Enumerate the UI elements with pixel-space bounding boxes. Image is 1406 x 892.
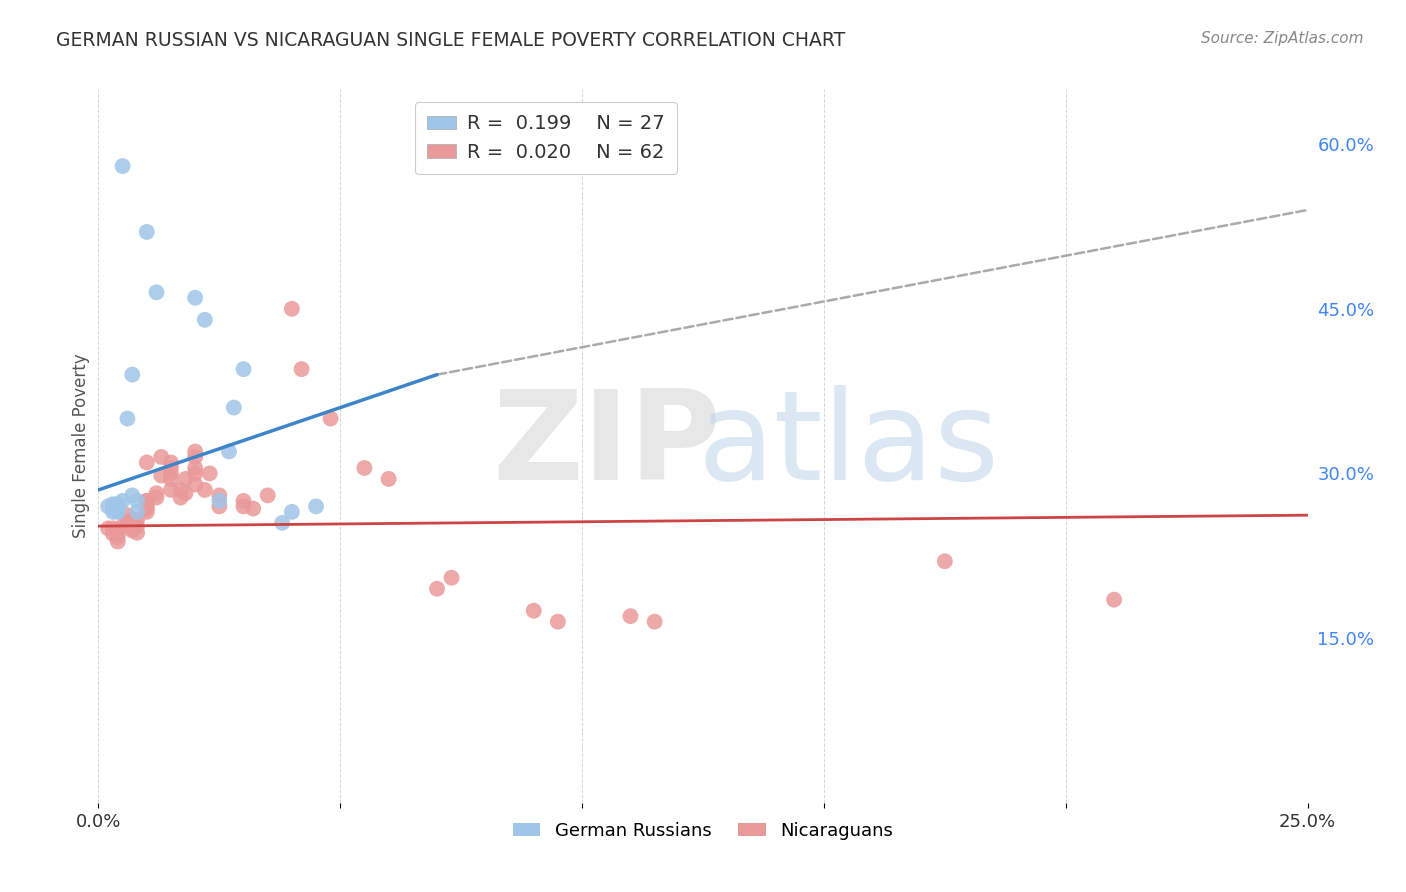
Point — [619, 609, 641, 624]
Point — [107, 500, 129, 514]
Point — [127, 494, 149, 508]
Point — [121, 521, 143, 535]
Point — [117, 508, 139, 523]
Point — [145, 486, 167, 500]
Point — [169, 483, 191, 497]
Point — [107, 530, 129, 544]
Point — [174, 472, 197, 486]
Text: GERMAN RUSSIAN VS NICARAGUAN SINGLE FEMALE POVERTY CORRELATION CHART: GERMAN RUSSIAN VS NICARAGUAN SINGLE FEMA… — [56, 31, 845, 50]
Point — [145, 285, 167, 300]
Point — [440, 571, 463, 585]
Point — [127, 525, 149, 540]
Point — [150, 468, 173, 483]
Point — [135, 455, 157, 469]
Point — [184, 477, 207, 491]
Point — [135, 500, 157, 514]
Point — [184, 450, 207, 464]
Point — [174, 486, 197, 500]
Point — [242, 501, 264, 516]
Point — [107, 524, 129, 538]
Point — [101, 497, 124, 511]
Point — [194, 483, 217, 497]
Point — [135, 225, 157, 239]
Text: atlas: atlas — [697, 385, 1000, 507]
Point — [107, 526, 129, 541]
Point — [121, 524, 143, 538]
Point — [121, 368, 143, 382]
Point — [111, 519, 134, 533]
Legend: German Russians, Nicaraguans: German Russians, Nicaraguans — [506, 815, 900, 847]
Point — [111, 494, 134, 508]
Point — [101, 521, 124, 535]
Point — [101, 501, 124, 516]
Point — [222, 401, 245, 415]
Point — [107, 501, 129, 516]
Point — [184, 461, 207, 475]
Point — [160, 461, 183, 475]
Point — [377, 472, 399, 486]
Point — [184, 291, 207, 305]
Point — [198, 467, 221, 481]
Point — [523, 604, 546, 618]
Point — [305, 500, 328, 514]
Point — [256, 488, 278, 502]
Point — [127, 519, 149, 533]
Point — [232, 494, 254, 508]
Point — [127, 512, 149, 526]
Y-axis label: Single Female Poverty: Single Female Poverty — [72, 354, 90, 538]
Point — [135, 494, 157, 508]
Point — [208, 500, 231, 514]
Point — [160, 455, 183, 469]
Point — [426, 582, 449, 596]
Point — [934, 554, 956, 568]
Point — [107, 504, 129, 518]
Point — [1102, 592, 1125, 607]
Point — [135, 505, 157, 519]
Point — [232, 362, 254, 376]
Point — [208, 494, 231, 508]
Point — [160, 467, 183, 481]
Point — [107, 534, 129, 549]
Point — [353, 461, 375, 475]
Point — [107, 505, 129, 519]
Point — [127, 505, 149, 519]
Point — [101, 505, 124, 519]
Point — [121, 488, 143, 502]
Text: ZIP: ZIP — [492, 385, 721, 507]
Text: Source: ZipAtlas.com: Source: ZipAtlas.com — [1201, 31, 1364, 46]
Point — [290, 362, 312, 376]
Point — [644, 615, 666, 629]
Point — [160, 472, 183, 486]
Point — [547, 615, 569, 629]
Point — [97, 521, 120, 535]
Point — [281, 505, 304, 519]
Point — [121, 512, 143, 526]
Point — [121, 516, 143, 531]
Point — [97, 500, 120, 514]
Point — [145, 491, 167, 505]
Point — [232, 500, 254, 514]
Point — [271, 516, 294, 530]
Point — [107, 497, 129, 511]
Point — [117, 516, 139, 530]
Point — [319, 411, 342, 425]
Point — [101, 526, 124, 541]
Point — [135, 501, 157, 516]
Point — [169, 491, 191, 505]
Point — [184, 467, 207, 481]
Point — [281, 301, 304, 316]
Point — [111, 159, 134, 173]
Point — [117, 411, 139, 425]
Point — [160, 483, 183, 497]
Point — [194, 312, 217, 326]
Point — [218, 444, 240, 458]
Point — [184, 444, 207, 458]
Point — [135, 494, 157, 508]
Point — [208, 488, 231, 502]
Point — [150, 450, 173, 464]
